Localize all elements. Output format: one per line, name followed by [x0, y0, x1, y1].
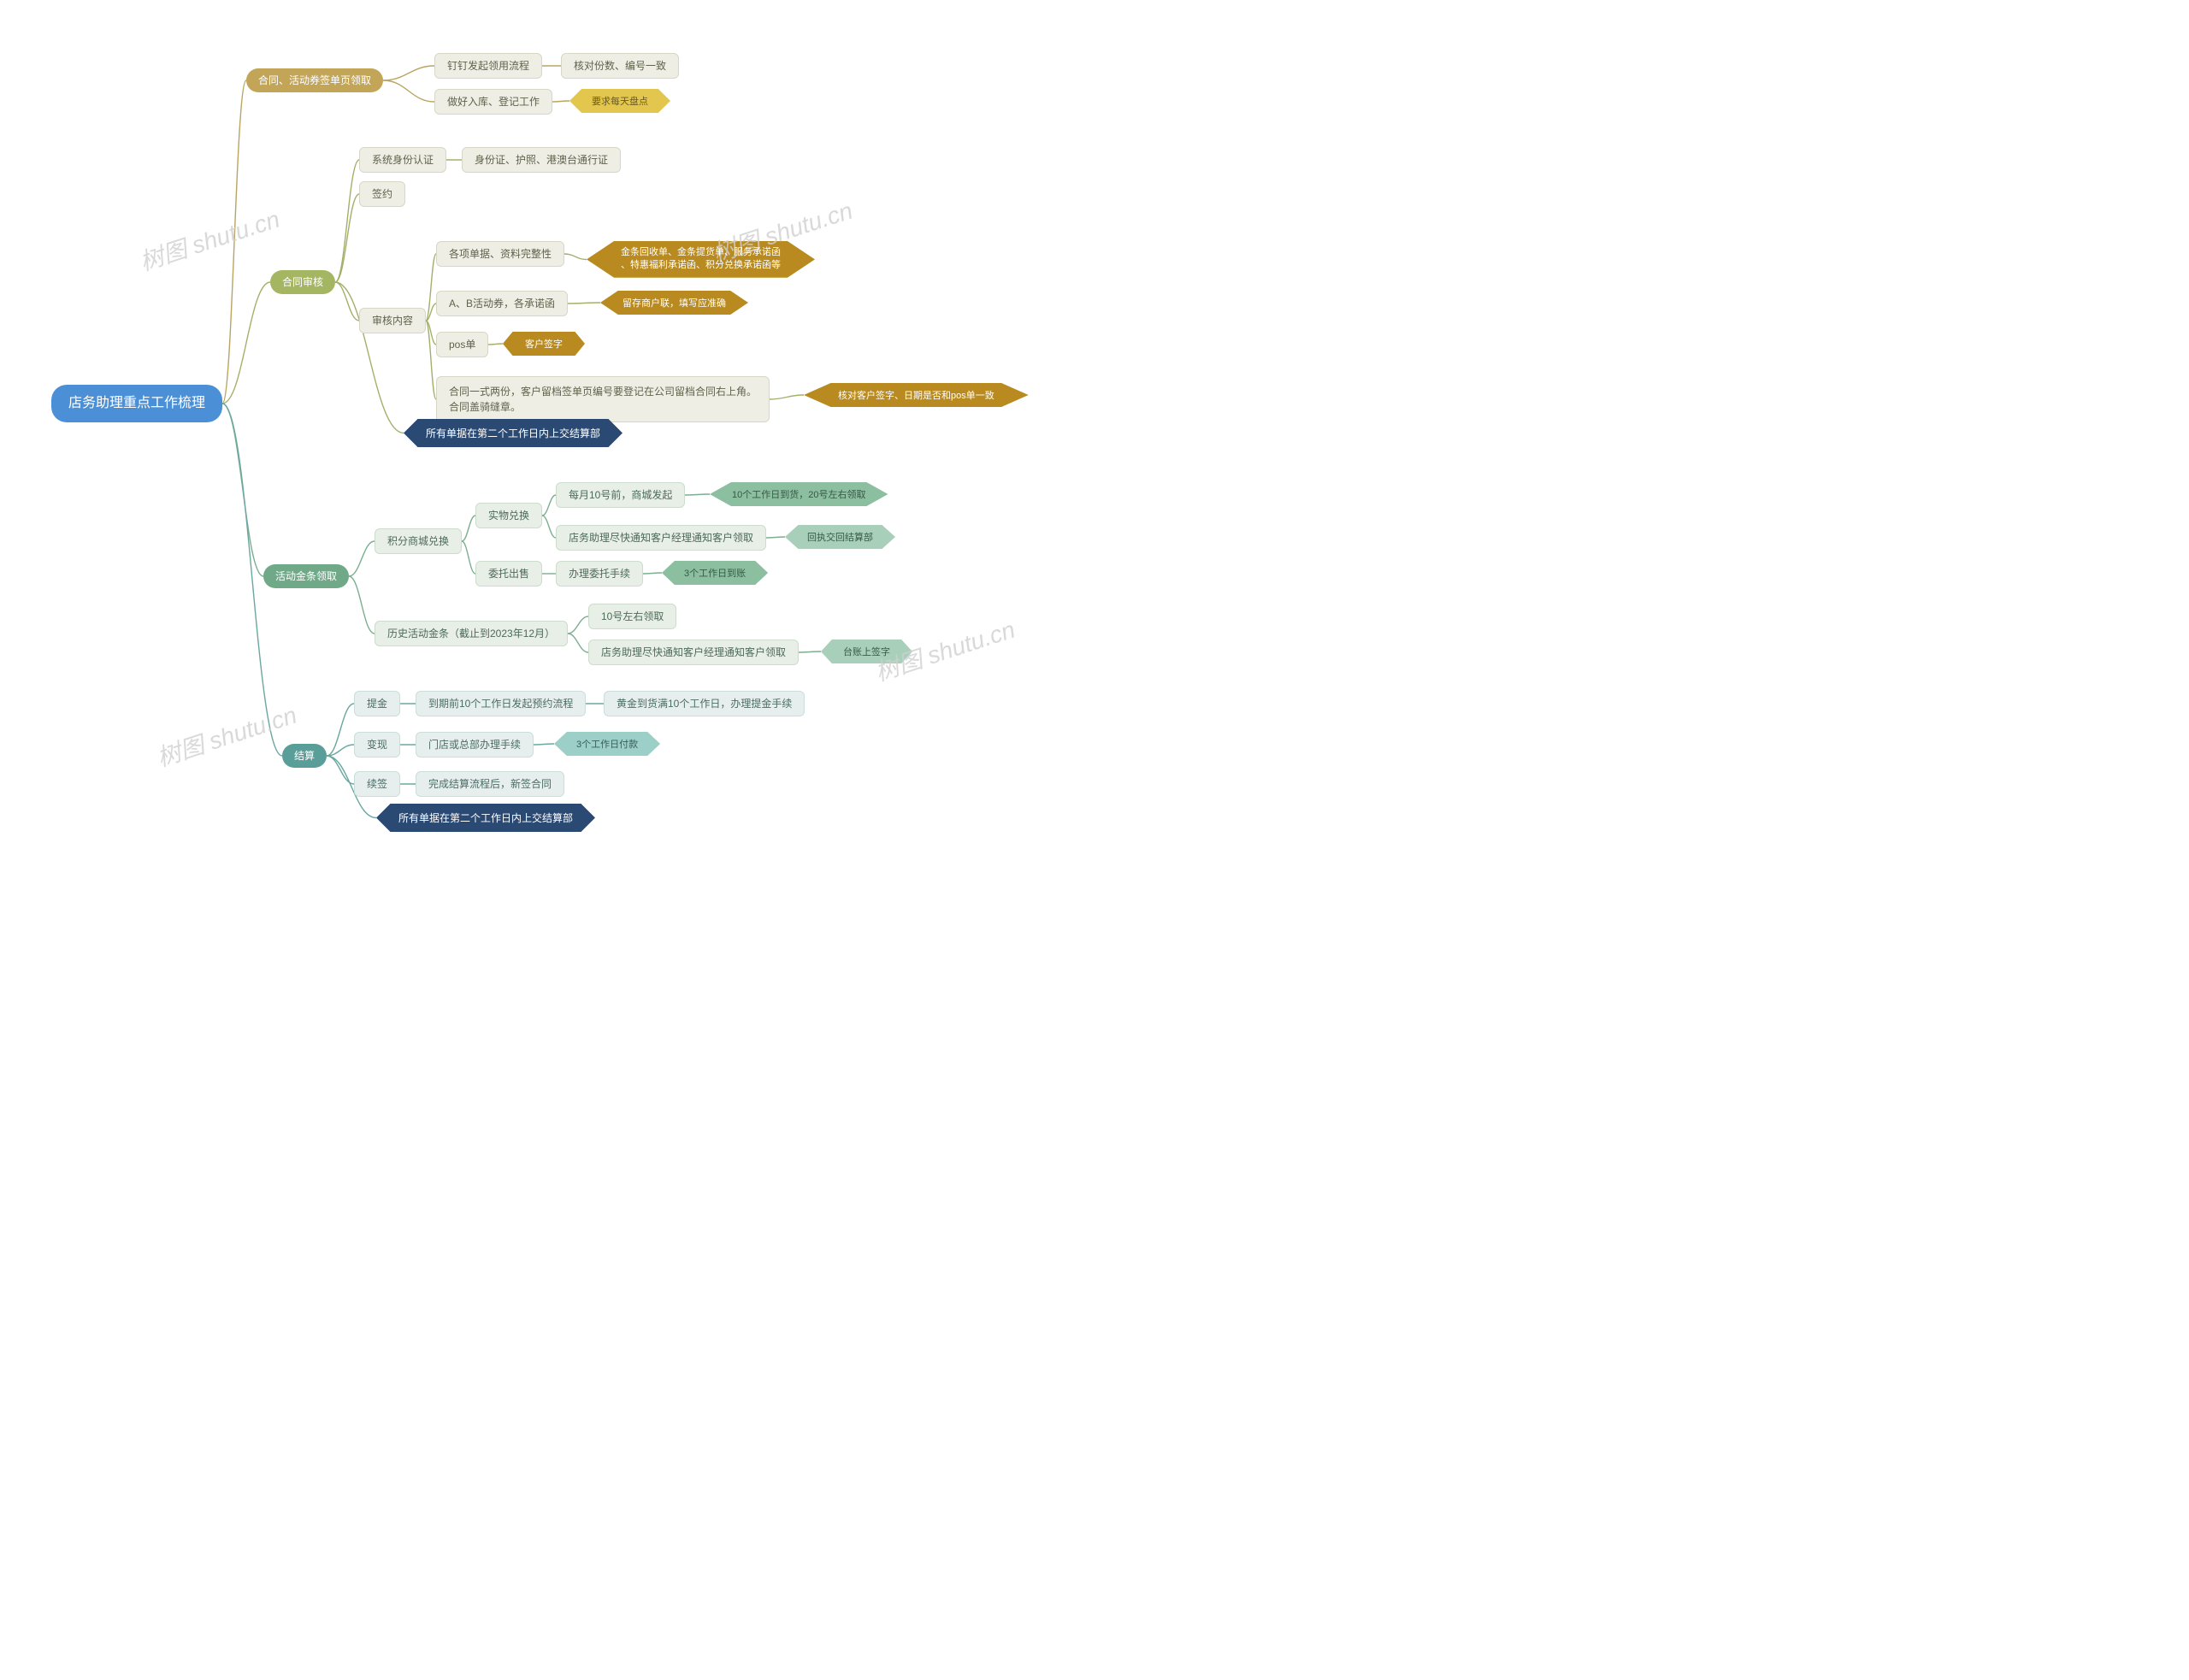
diamond-node: 金条回收单、金条提货单、服务承诺函 、特惠福利承诺函、积分兑换承诺函等 [587, 241, 815, 278]
leaf-node: 每月10号前，商城发起 [556, 482, 685, 508]
leaf-node: 积分商城兑换 [375, 528, 462, 554]
leaf-node: A、B活动券，各承诺函 [436, 291, 568, 316]
leaf-node: 门店或总部办理手续 [416, 732, 534, 757]
diamond-node: 3个工作日付款 [554, 732, 660, 756]
leaf-node: 核对份数、编号一致 [561, 53, 679, 79]
leaf-node: 钉钉发起领用流程 [434, 53, 542, 79]
diamond-node: 10个工作日到货，20号左右领取 [710, 482, 888, 506]
branch-node: 合同审核 [270, 270, 335, 294]
leaf-node: 黄金到货满10个工作日，办理提金手续 [604, 691, 805, 716]
leaf-node: 提金 [354, 691, 400, 716]
leaf-node: 合同一式两份，客户留档签单页编号要登记在公司留档合同右上角。 合同盖骑缝章。 [436, 376, 770, 422]
leaf-node: 办理委托手续 [556, 561, 643, 587]
leaf-node: 变现 [354, 732, 400, 757]
leaf-node: 历史活动金条（截止到2023年12月） [375, 621, 568, 646]
watermark: 树图 shutu.cn [135, 201, 284, 278]
leaf-node: 做好入库、登记工作 [434, 89, 552, 115]
leaf-node: 10号左右领取 [588, 604, 676, 629]
root-node: 店务助理重点工作梳理 [51, 385, 222, 422]
diamond-node: 回执交回结算部 [785, 525, 895, 549]
diamond-node: 3个工作日到账 [662, 561, 768, 585]
diamond-node: 客户签字 [503, 332, 585, 356]
leaf-node: 身份证、护照、港澳台通行证 [462, 147, 621, 173]
leaf-node: 续签 [354, 771, 400, 797]
watermark: 树图 shutu.cn [152, 697, 301, 774]
leaf-node: 系统身份认证 [359, 147, 446, 173]
leaf-node: pos单 [436, 332, 488, 357]
hexbar-node: 所有单据在第二个工作日内上交结算部 [404, 419, 622, 447]
branch-node: 活动金条领取 [263, 564, 349, 588]
hexbar-node: 所有单据在第二个工作日内上交结算部 [376, 804, 595, 832]
leaf-node: 委托出售 [475, 561, 542, 587]
leaf-node: 各项单据、资料完整性 [436, 241, 564, 267]
leaf-node: 店务助理尽快通知客户经理通知客户领取 [588, 640, 799, 665]
leaf-node: 完成结算流程后，新签合同 [416, 771, 564, 797]
leaf-node: 到期前10个工作日发起预约流程 [416, 691, 586, 716]
diamond-node: 要求每天盘点 [569, 89, 670, 113]
diamond-node: 台账上签字 [821, 640, 912, 663]
branch-node: 合同、活动券签单页领取 [246, 68, 383, 92]
leaf-node: 店务助理尽快通知客户经理通知客户领取 [556, 525, 766, 551]
leaf-node: 审核内容 [359, 308, 426, 333]
diamond-node: 留存商户联，填写应准确 [600, 291, 748, 315]
leaf-node: 签约 [359, 181, 405, 207]
leaf-node: 实物兑换 [475, 503, 542, 528]
diamond-node: 核对客户签字、日期是否和pos单一致 [804, 383, 1029, 407]
branch-node: 结算 [282, 744, 327, 768]
